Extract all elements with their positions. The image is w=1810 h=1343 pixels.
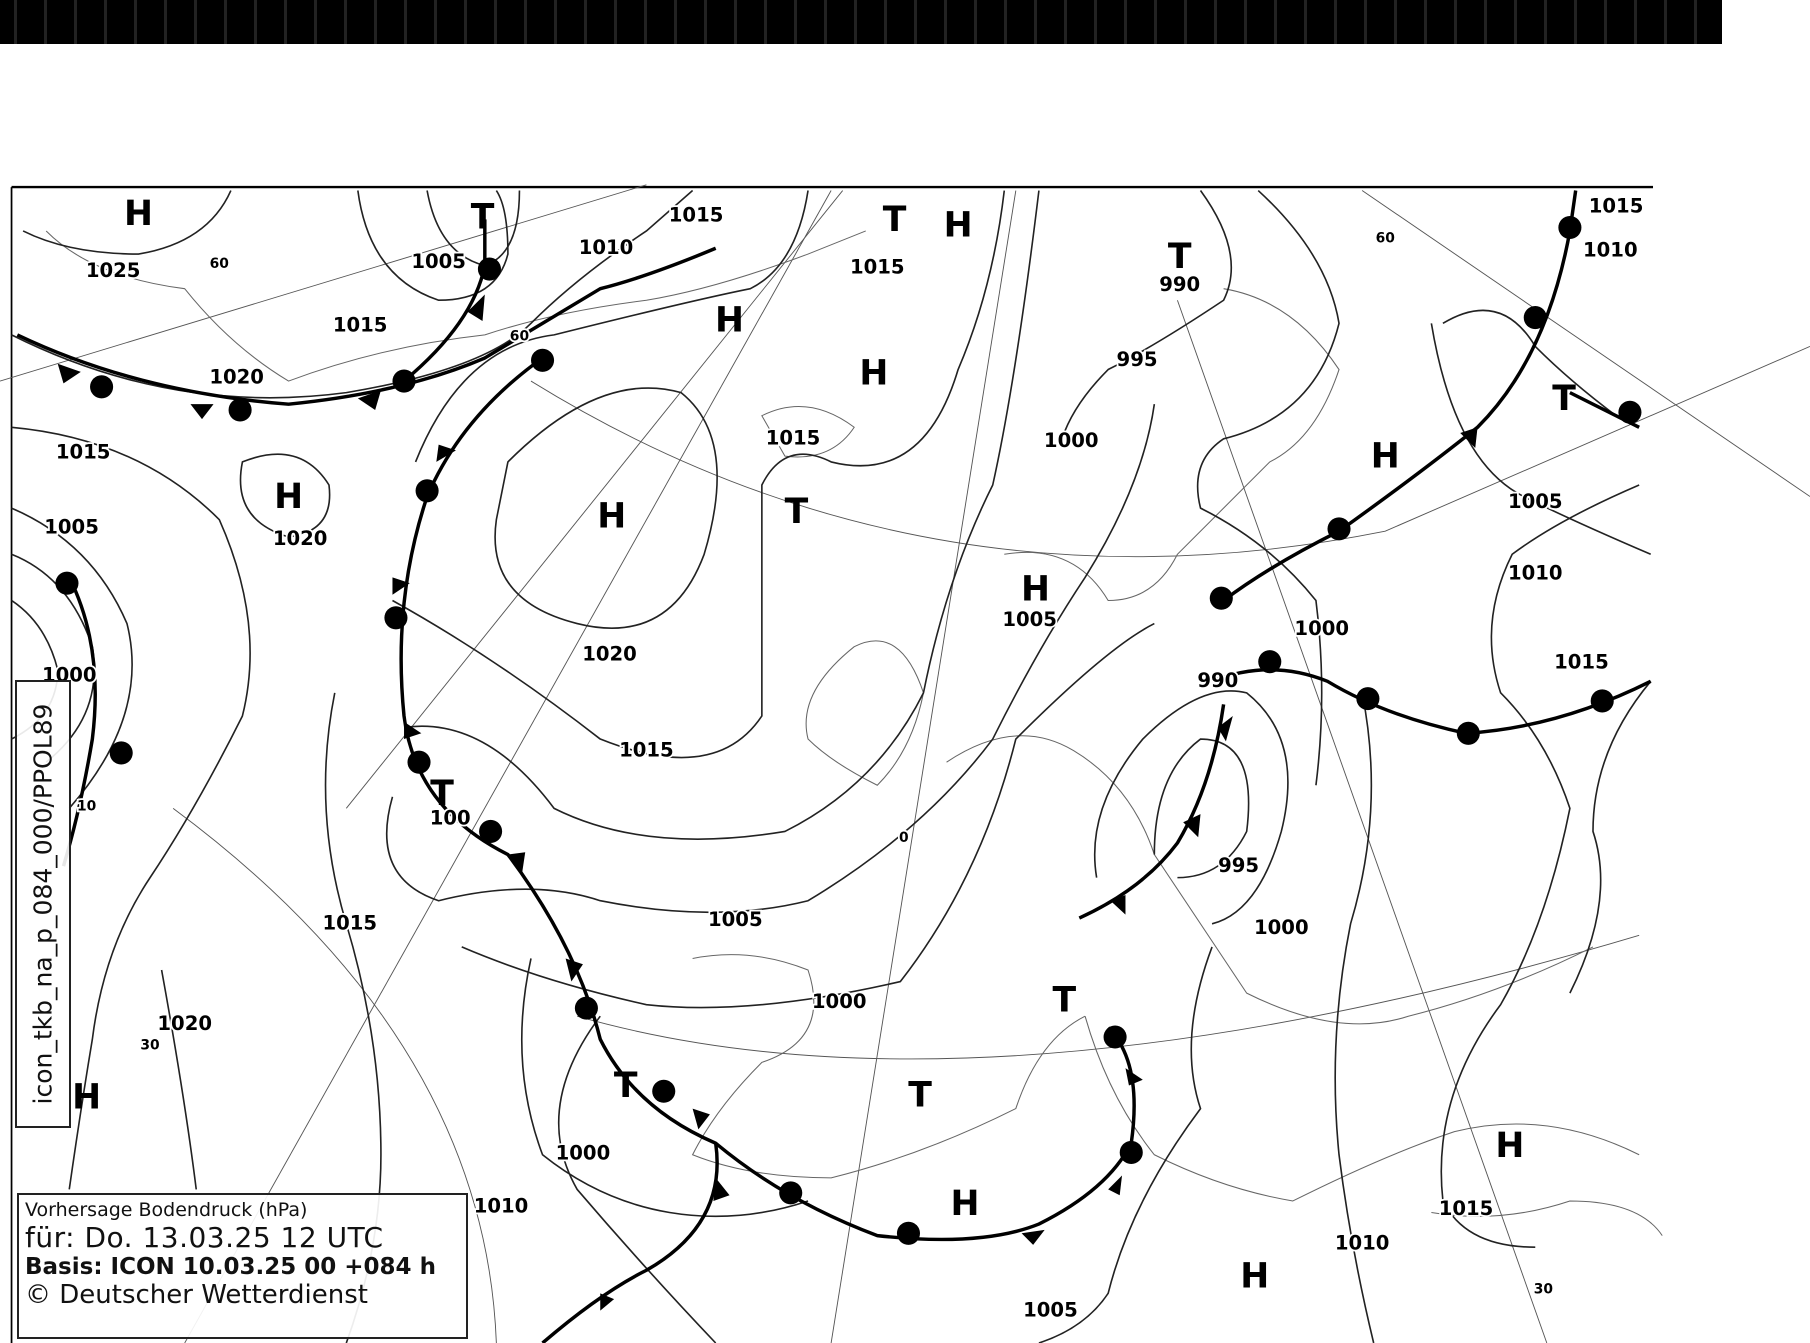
isobar-label: 995 [1218,854,1259,877]
isobar-label: 1015 [766,427,821,450]
low-pressure-center: T [471,198,495,238]
isobar-labels: 1025 60 1005 1010 1015 1015 1015 60 1020 995 990 60… [40,193,1645,1323]
isobar-label: 1000 [1294,617,1349,640]
isobar-label: 1000 [556,1141,611,1164]
isobar-label: 1010 [579,236,634,259]
high-pressure-center: H [597,497,626,537]
header-bar [0,0,1722,44]
graticule-label: 60 [510,329,529,345]
isobar-label: 1010 [1335,1231,1390,1254]
low-pressure-center: T [908,1075,932,1115]
legend-box: Vorhersage Bodendruck (hPa) für: Do. 13.… [17,1193,468,1339]
legend-basis: Basis: ICON 10.03.25 00 +084 h [25,1254,436,1280]
graticule-label: 60 [210,256,229,272]
isobar-label: 1020 [157,1012,212,1035]
isobar-label: 1000 [812,990,867,1013]
isobar-label: 990 [1159,273,1200,296]
isobar-label: 1005 [44,516,99,539]
high-pressure-center: H [1240,1257,1269,1297]
high-pressure-center: H [1495,1126,1524,1166]
isobar-label: 1005 [708,908,763,931]
high-pressure-center: H [274,477,303,517]
isobar-label: 1000 [1254,916,1309,939]
isobar-label: 1015 [669,204,724,227]
low-pressure-center: T [1552,379,1576,419]
high-pressure-center: H [715,300,744,340]
isobar-label: 1015 [619,738,674,761]
low-pressure-center: T [785,492,809,532]
isobar-label: 1010 [1508,562,1563,585]
low-pressure-center: T [430,774,454,814]
graticule-label: 10 [77,799,96,815]
isobar-label: 1015 [56,440,111,463]
isobar-label: 1005 [1023,1298,1078,1321]
isobar-label: 1015 [1554,651,1609,674]
isobar-label: 1020 [209,365,264,388]
graticule-label: 30 [1534,1281,1553,1297]
isobar-label: 1005 [1002,608,1057,631]
product-id: icon_tkb_na_p_084_000/PPOL89 [28,703,58,1105]
isobar-label: 995 [1117,348,1158,371]
high-pressure-center: H [124,194,153,234]
high-pressure-center: H [859,354,888,394]
graticule-label: 0 [899,830,909,846]
high-pressure-center: H [1021,569,1050,609]
isobar-label: 990 [1197,669,1238,692]
isobar-label: 1015 [1439,1197,1494,1220]
isobar-label: 1020 [273,527,328,550]
isobar-label: 100 [430,807,471,830]
isobar-label: 1015 [1589,194,1644,217]
isobar-label: 1025 [86,259,141,282]
graticule-label: 60 [1376,230,1395,246]
graticule-label: 30 [140,1038,159,1054]
low-pressure-center: T [883,200,907,240]
high-pressure-center: H [72,1078,101,1118]
product-id-box: icon_tkb_na_p_084_000/PPOL89 [15,680,71,1128]
high-pressure-center: H [944,206,973,246]
isobar-label: 1010 [474,1195,529,1218]
high-pressure-center: H [1371,437,1400,477]
legend-valid-time: für: Do. 13.03.25 12 UTC [25,1221,384,1254]
isobar-label: 1020 [582,643,637,666]
isobars [11,189,1652,1343]
isobar-label: 1000 [1044,429,1099,452]
low-pressure-center: T [614,1066,638,1106]
high-pressure-center: H [951,1184,980,1224]
fronts [16,190,1652,1343]
legend-title: Vorhersage Bodendruck (hPa) [25,1199,308,1221]
legend-copyright: © Deutscher Wetterdienst [25,1280,368,1310]
isobar-label: 1005 [1508,490,1563,513]
isobar-label: 1015 [322,912,377,935]
isobar-label: 1015 [850,256,905,279]
coastlines [45,230,1663,1236]
low-pressure-center: T [1052,981,1076,1021]
map-frame [10,185,1654,1343]
isobar-label: 1005 [411,250,466,273]
graticule [0,184,1810,1343]
isobar-label: 1015 [333,313,388,336]
low-pressure-center: T [1168,237,1192,277]
isobar-label: 1010 [1583,238,1638,261]
